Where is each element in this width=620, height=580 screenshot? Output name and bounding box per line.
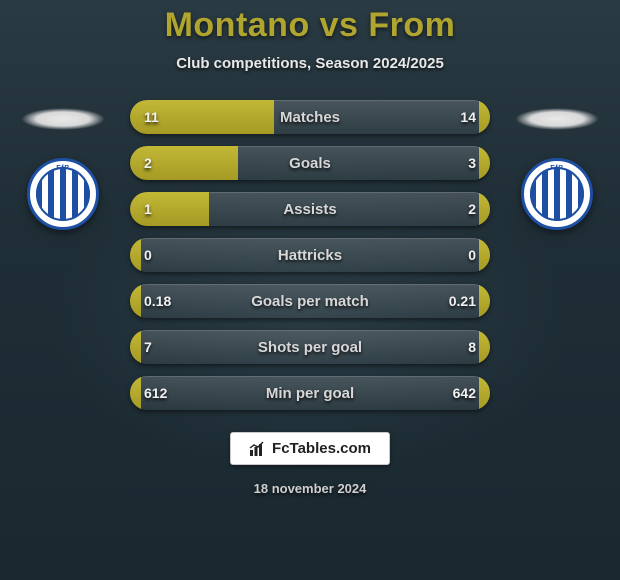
stat-value-right: 14	[446, 100, 490, 134]
stat-value-right: 8	[454, 330, 490, 364]
stat-row: 0 0Hattricks	[130, 238, 490, 272]
stat-row: 612 642Min per goal	[130, 376, 490, 410]
stat-value-left: 2	[130, 146, 166, 180]
stat-value-right: 0.21	[435, 284, 490, 318]
right-player-side: EfB	[512, 100, 602, 230]
date-text: 18 november 2024	[254, 481, 367, 496]
stat-row: 0.180.21Goals per match	[130, 284, 490, 318]
stat-row: 12Assists	[130, 192, 490, 226]
player-shadow	[21, 108, 105, 130]
left-player-side: EfB	[18, 100, 108, 230]
stat-label: Shots per goal	[130, 330, 490, 364]
stat-value-right: 642	[439, 376, 490, 410]
stat-value-left: 7	[130, 330, 166, 364]
stat-row: 1114Matches	[130, 100, 490, 134]
stat-value-left: 1	[130, 192, 166, 226]
stat-value-left: 0	[130, 238, 166, 272]
comparison-area: EfB 1114Matches23Goals12Assists00Hattric…	[0, 100, 620, 410]
stat-value-right: 0	[454, 238, 490, 272]
stat-row: 23Goals	[130, 146, 490, 180]
chart-icon	[249, 441, 265, 457]
stat-label: Hattricks	[130, 238, 490, 272]
page-title: Montano vs From	[165, 6, 456, 45]
right-club-crest: EfB	[521, 158, 593, 230]
player-shadow	[515, 108, 599, 130]
stat-value-left: 0.18	[130, 284, 185, 318]
brand-text: FcTables.com	[272, 440, 371, 457]
stat-label: Min per goal	[130, 376, 490, 410]
stat-row: 7 8Shots per goal	[130, 330, 490, 364]
stat-value-left: 612	[130, 376, 181, 410]
stat-value-right: 2	[454, 192, 490, 226]
stats-rows: 1114Matches23Goals12Assists00Hattricks0.…	[130, 100, 490, 410]
stat-value-left: 11	[130, 100, 173, 134]
page-subtitle: Club competitions, Season 2024/2025	[176, 55, 444, 72]
brand-badge: FcTables.com	[230, 432, 390, 465]
stat-value-right: 3	[454, 146, 490, 180]
left-club-crest: EfB	[27, 158, 99, 230]
